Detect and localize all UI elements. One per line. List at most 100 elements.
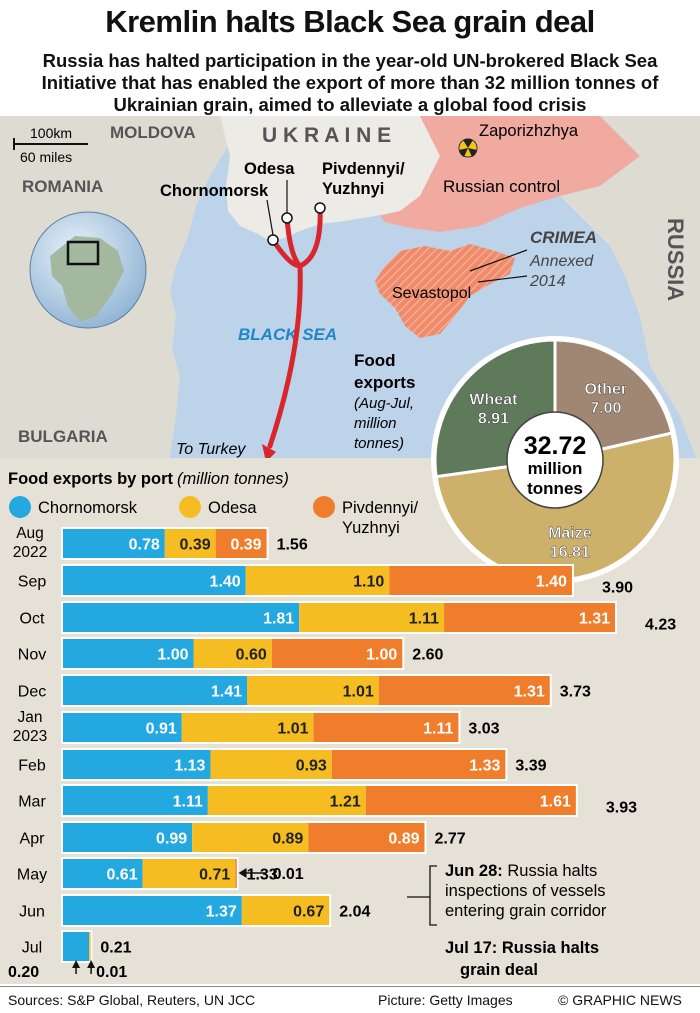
bar-segment	[63, 639, 194, 668]
category-label-year: 2022	[13, 544, 47, 561]
food-exports-label-1: Food	[354, 351, 396, 370]
bar-value-label: 1.81	[263, 611, 294, 628]
bar-segment	[63, 786, 208, 815]
bar-segment	[365, 786, 576, 815]
annotation-jul17-2: grain deal	[460, 961, 538, 979]
bar-value-label: 0.71	[199, 867, 230, 884]
page-title: Kremlin halts Black Sea grain deal	[105, 4, 595, 39]
category-label: Apr	[20, 831, 46, 848]
pie-total-value: 32.72	[524, 432, 587, 460]
bar-segment	[299, 603, 445, 632]
bar-segment	[63, 566, 246, 595]
annotation-jun28-3: entering grain corridor	[445, 902, 607, 920]
legend-dot-0	[9, 496, 31, 518]
bar-segment	[245, 566, 390, 595]
bar-total-label: 3.03	[468, 721, 499, 738]
bar-total-label: 3.39	[515, 758, 546, 775]
label-zaporizhzhya: Zaporizhzhya	[479, 122, 579, 140]
category-label: Dec	[18, 684, 46, 701]
bar-value-label: 1.01	[343, 684, 374, 701]
footer-picture: Picture: Getty Images	[378, 992, 513, 1008]
pie-value-wheat: 8.91	[478, 410, 509, 427]
bar-segment	[210, 750, 332, 779]
bar-chart: Food exports by port (million tonnes) Aug…	[8, 470, 676, 981]
bar-value-label: 0.89	[388, 831, 419, 848]
pie-total-unit-2: tonnes	[527, 479, 583, 498]
route-arrow-icon	[262, 444, 276, 462]
annotation-bracket	[407, 865, 437, 926]
bar-segment	[63, 529, 165, 558]
category-label-year: 2023	[13, 728, 47, 745]
bar-segment	[313, 713, 459, 742]
bar-value-label: 1.01	[277, 721, 308, 738]
label-russian-control: Russian control	[443, 177, 560, 196]
label-crimea: CRIMEA	[530, 228, 597, 247]
annotations: Jun 28: Russia halts inspections of vess…	[407, 862, 607, 979]
bar-value-label: 0.39	[230, 537, 261, 554]
bar-total-label: 1.33	[247, 867, 278, 884]
scale-miles-label: 60 miles	[20, 149, 72, 165]
russia-land	[560, 116, 700, 468]
label-pivdennyi-2: Yuzhnyi	[322, 180, 384, 198]
bar-value-label: 1.11	[409, 611, 439, 628]
label-chornomorsk: Chornomorsk	[160, 182, 269, 200]
bar-total-label: 1.56	[277, 537, 308, 554]
footer-credit: © GRAPHIC NEWS	[558, 992, 682, 1008]
bar-segment	[63, 750, 211, 779]
bar-segment	[331, 750, 506, 779]
bar-value-label: 1.10	[353, 574, 384, 591]
pie-label-maize: Maize	[548, 525, 592, 542]
legend-label-0: Chornomorsk	[38, 499, 138, 517]
label-black-sea: BLACK SEA	[238, 325, 337, 344]
page-subtitle: Russia has halted participation in the y…	[41, 50, 659, 115]
globe-focus-box	[66, 240, 100, 266]
port-marker-pivdennyi	[314, 202, 326, 214]
legend-label-2: Pivdennyi/	[342, 499, 419, 517]
bar-segment	[164, 529, 216, 558]
footer-sources: Sources: S&P Global, Reuters, UN JCC	[8, 992, 256, 1008]
jul-arrow-1-icon	[72, 960, 81, 968]
category-label: Feb	[18, 758, 46, 775]
pie-label-other: Other	[584, 381, 627, 398]
jul-small-label-2: 0.01	[96, 964, 127, 981]
bar-segment	[308, 823, 425, 852]
bar-total-label: 4.23	[645, 617, 676, 634]
pie-center	[506, 411, 604, 509]
legend-dot-1	[179, 496, 201, 518]
pie-label-wheat: Wheat	[469, 391, 518, 408]
bar-value-label: 1.13	[174, 758, 205, 775]
bar-total-label: 3.90	[602, 580, 633, 597]
pie-chart: Wheat 8.91 Other 7.00 Maize 16.81 32.72million…	[431, 336, 679, 584]
ukraine-land	[220, 116, 440, 241]
bar-value-label: 1.31	[514, 684, 545, 701]
bar-value-label: 0.67	[293, 904, 324, 921]
bar-segment	[192, 823, 309, 852]
bar-value-label: 0.60	[236, 647, 267, 664]
bar-value-label: 1.37	[206, 904, 237, 921]
bar-total-label: 2.04	[339, 904, 370, 921]
bar-value-label: 1.00	[366, 647, 397, 664]
bar-value-label: 1.40	[210, 574, 241, 591]
category-label: Oct	[20, 611, 45, 628]
may-small-label: 0.01	[273, 866, 304, 883]
legend: Chornomorsk Odesa Pivdennyi/Yuzhnyi	[9, 496, 419, 537]
bar-segment	[142, 859, 236, 888]
food-exports-note-2: million	[354, 415, 397, 432]
bar-segment	[389, 566, 572, 595]
bar-segment	[378, 676, 550, 705]
bar-segment	[247, 676, 379, 705]
bar-segment	[63, 932, 90, 961]
bar-segment	[181, 713, 314, 742]
category-label: Jun	[19, 904, 45, 921]
map-svg: 100km 60 miles MOLDOVA U K R A I N E ROM…	[0, 116, 700, 468]
category-label: Jul	[22, 940, 42, 957]
pie-value-maize: 16.81	[550, 544, 590, 561]
bar-value-label: 1.21	[330, 794, 361, 811]
bar-total-label: 3.93	[606, 800, 637, 817]
bar-segment	[193, 639, 272, 668]
chart-svg: Wheat8.91Other7.00Maize16.8132.72million…	[8, 336, 679, 981]
bar-segment	[241, 896, 330, 925]
bar-value-label: 0.78	[129, 537, 160, 554]
bar-chart-unit: (million tonnes)	[177, 470, 289, 488]
category-label: Mar	[18, 794, 46, 811]
